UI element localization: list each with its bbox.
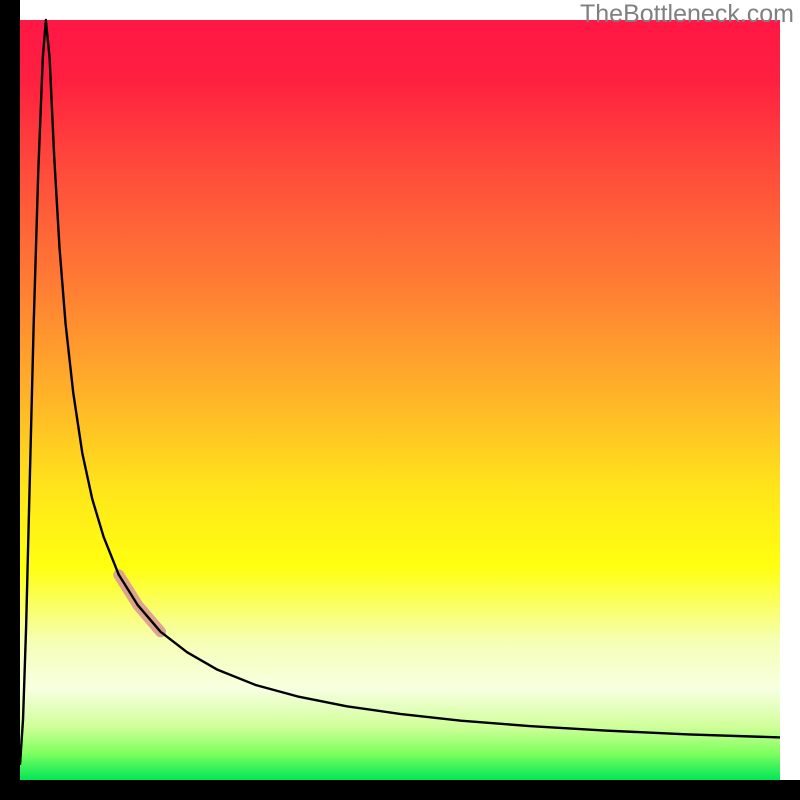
plot-background: [20, 20, 780, 780]
x-axis: [0, 780, 800, 800]
watermark-text: TheBottleneck.com: [580, 0, 794, 29]
figure-container: TheBottleneck.com: [0, 0, 800, 800]
y-axis: [0, 0, 20, 800]
chart-svg: [0, 0, 800, 800]
